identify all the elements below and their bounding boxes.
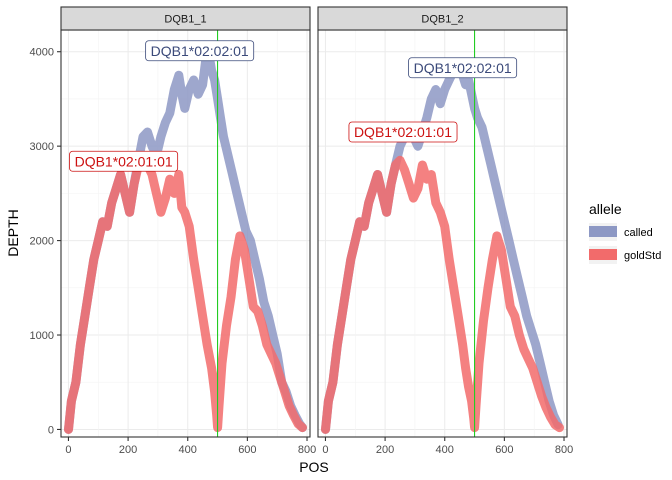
legend-title: allele: [589, 201, 622, 217]
legend-swatch-called: [589, 226, 617, 237]
y-tick-label: 1000: [30, 330, 54, 342]
y-tick-label: 3000: [30, 141, 54, 153]
series-goldstd-2: [321, 155, 564, 434]
y-axis-title: DEPTH: [5, 209, 21, 256]
series-line-goldstd: [64, 151, 307, 434]
annotation-box-goldstd: [69, 150, 179, 172]
x-tick-label: 200: [119, 444, 137, 456]
x-tick-label: 200: [376, 444, 394, 456]
x-tick-label: 600: [238, 444, 256, 456]
legend-label-called: called: [624, 227, 653, 239]
annotation-label-goldstd: DQB1*02:01:01: [354, 124, 452, 140]
x-tick-label: 0: [65, 444, 71, 456]
x-tick-label: 800: [555, 444, 573, 456]
strip-1: [60, 6, 311, 31]
series-line-goldstd: [321, 155, 564, 434]
annotation-box-called: [145, 40, 255, 62]
legend: allele called goldStd: [589, 201, 661, 264]
legend-swatch-goldstd: [589, 249, 617, 260]
y-axis: 0 1000 2000 3000 4000: [30, 47, 61, 436]
x-axis-title: POS: [299, 459, 329, 475]
x-tick-label: 400: [436, 444, 454, 456]
facet-panel-2: DQB1*02:02:01 DQB1*02:01:01 DQB1_2: [317, 6, 568, 438]
y-tick-label: 4000: [30, 47, 54, 59]
facet-panel-1: DQB1*02:02:01 DQB1*02:01:01 DQB1_1: [60, 6, 311, 438]
strip-label-2: DQB1_2: [421, 14, 463, 26]
annotations-1: DQB1*02:02:01 DQB1*02:01:01: [69, 40, 255, 172]
annotation-box-goldstd: [348, 121, 458, 143]
x-tick-label: 400: [179, 444, 197, 456]
annotation-label-called: DQB1*02:02:01: [414, 60, 512, 76]
series-goldstd-1: [64, 151, 307, 434]
strip-2: [317, 6, 568, 31]
strip-label-1: DQB1_1: [164, 14, 206, 26]
x-tick-label: 800: [298, 444, 316, 456]
annotation-label-called: DQB1*02:02:01: [151, 43, 249, 59]
annotation-box-called: [408, 57, 518, 79]
y-tick-label: 0: [48, 424, 54, 436]
y-tick-label: 2000: [30, 236, 54, 248]
x-tick-label: 600: [495, 444, 513, 456]
x-axis-2: 0 200 400 600 800: [322, 437, 573, 456]
annotation-label-goldstd: DQB1*02:01:01: [75, 153, 173, 169]
x-tick-label: 0: [322, 444, 328, 456]
legend-label-goldstd: goldStd: [624, 250, 661, 262]
x-axis-1: 0 200 400 600 800: [65, 437, 316, 456]
annotations-2: DQB1*02:02:01 DQB1*02:01:01: [348, 57, 518, 143]
